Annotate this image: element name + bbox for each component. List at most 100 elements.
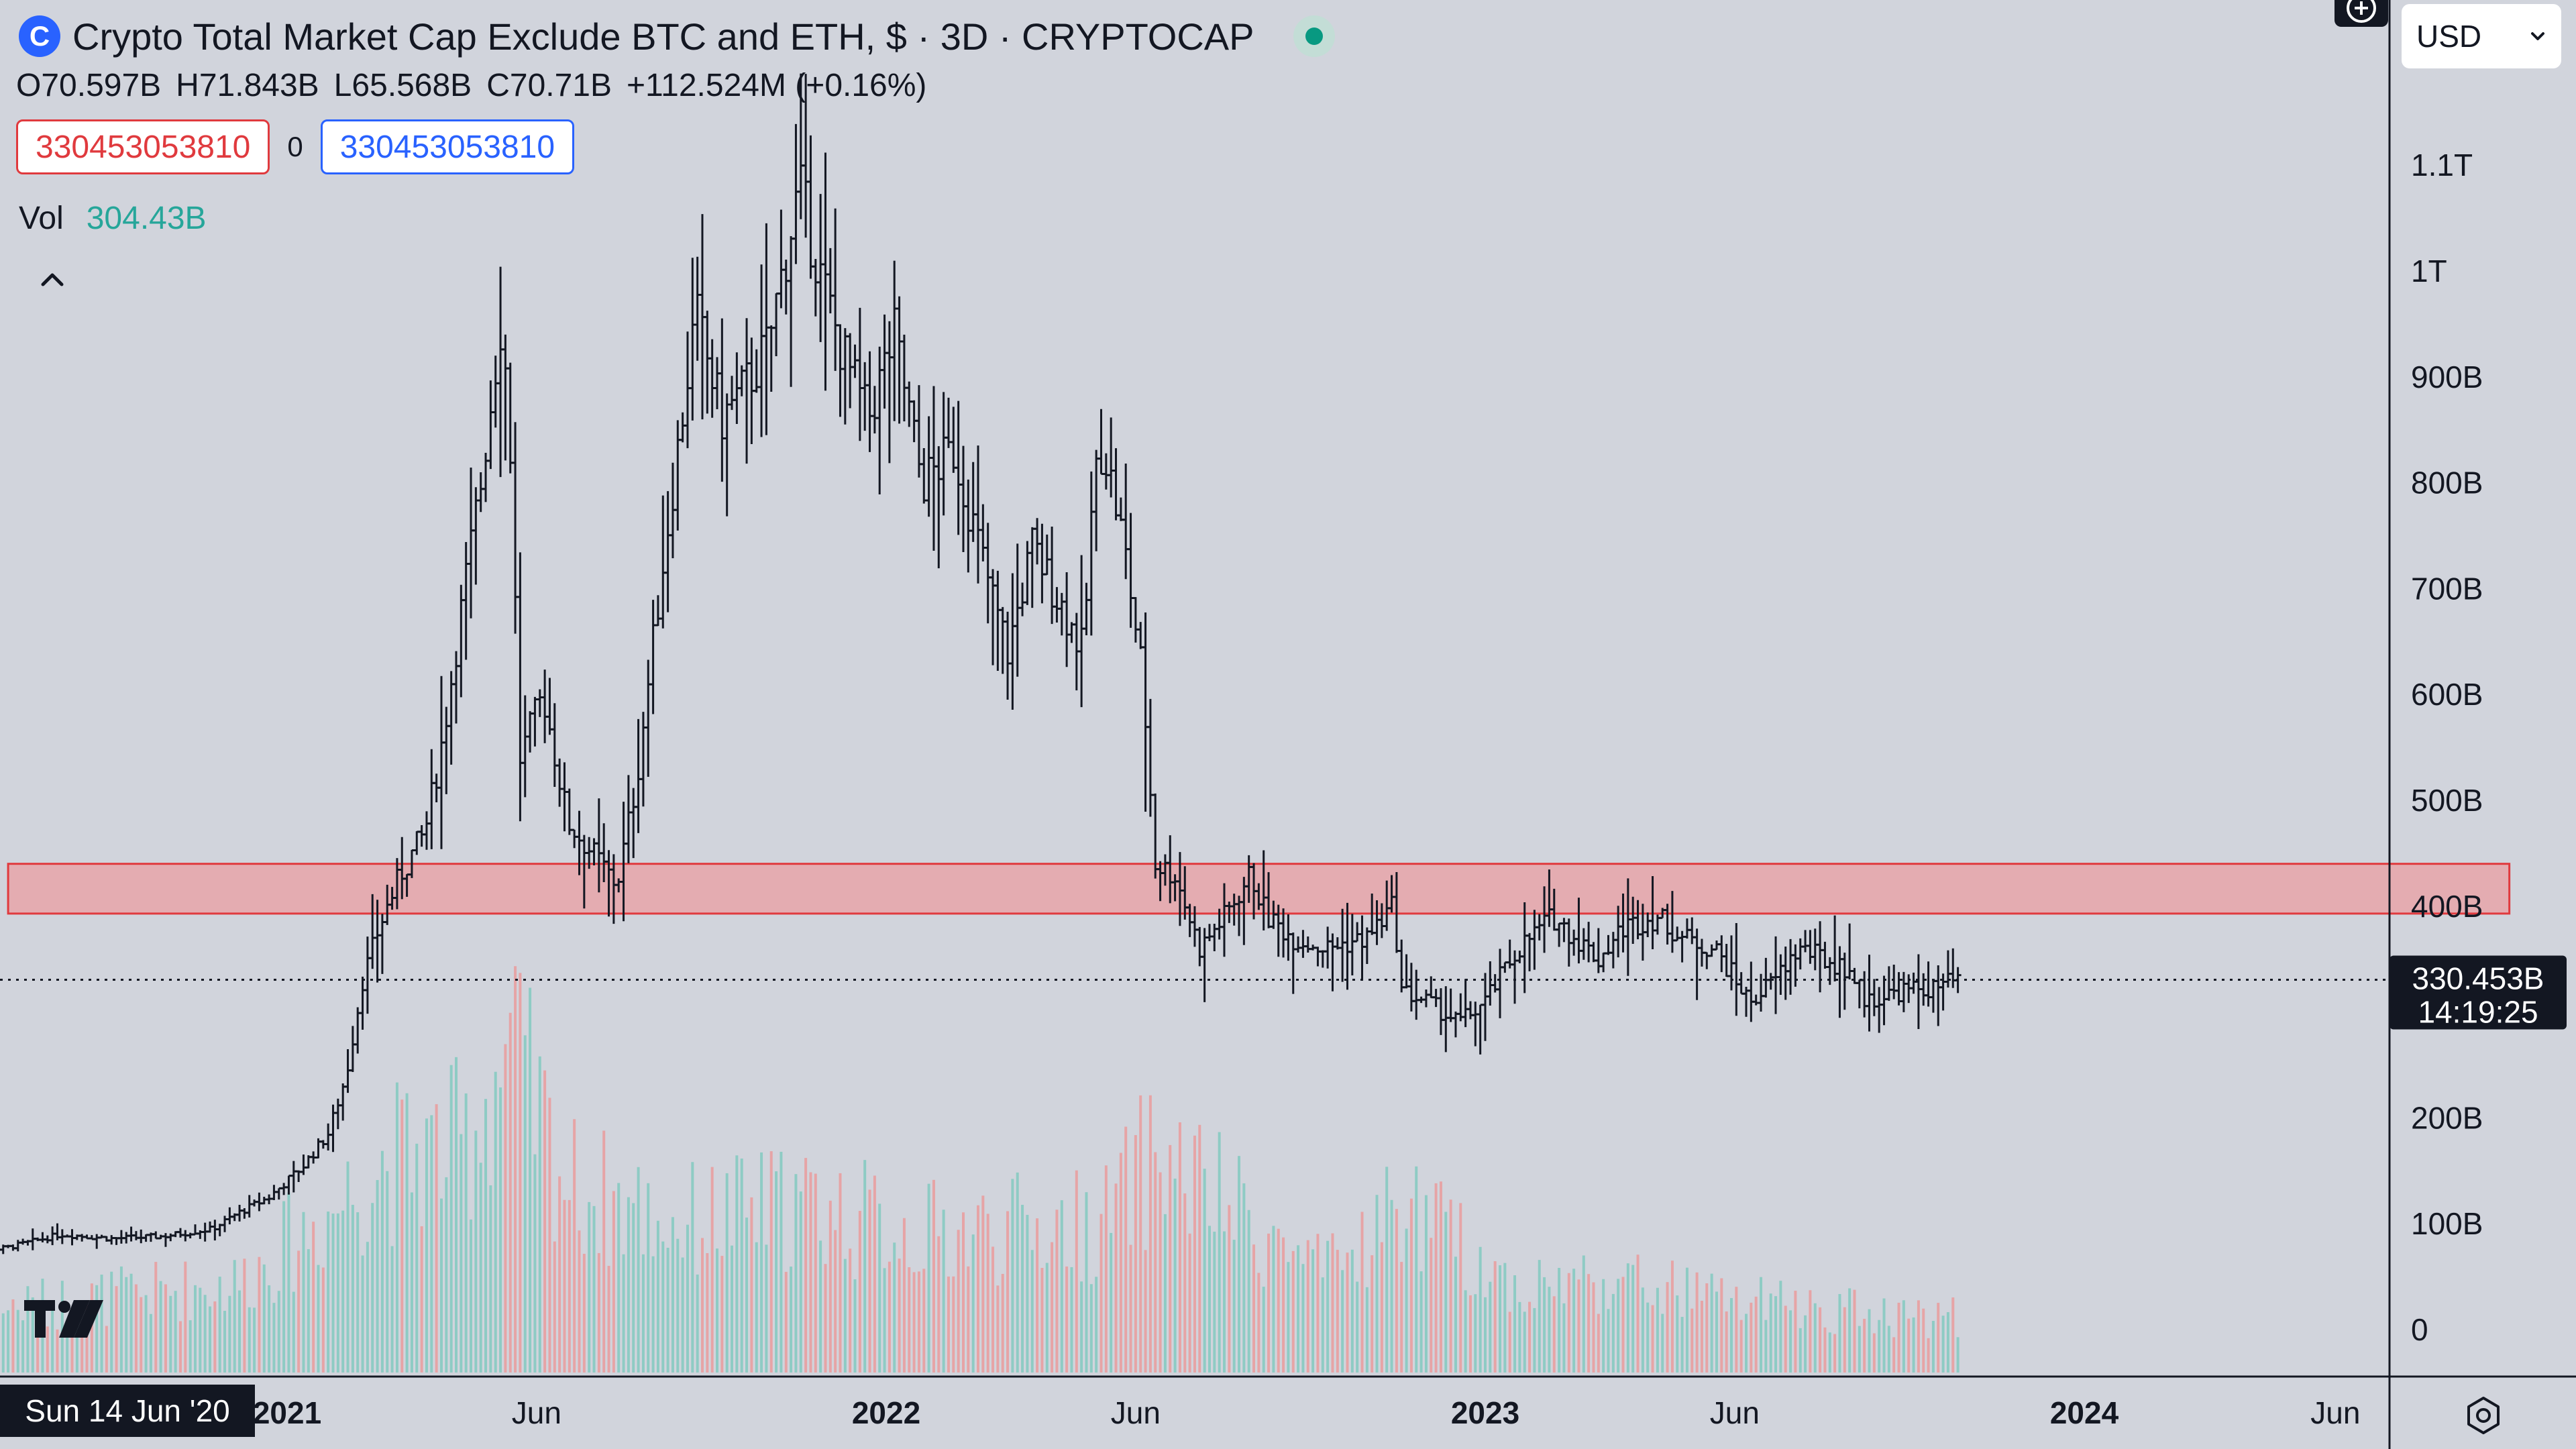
price-candle: [1466, 1001, 1474, 1020]
volume-value: 304.43B: [86, 201, 207, 236]
price-candle: [1009, 573, 1016, 710]
price-candle: [1487, 961, 1494, 1006]
price-candle: [1324, 926, 1332, 969]
volume-bar: [824, 1264, 827, 1373]
volume-bar: [1267, 1233, 1271, 1373]
price-candle: [758, 264, 765, 437]
price-candle: [743, 318, 751, 464]
volume-bar: [1843, 1307, 1846, 1373]
volume-bar: [1917, 1300, 1920, 1373]
price-candle: [1870, 979, 1878, 1016]
price-candle: [767, 325, 775, 392]
volume-legend[interactable]: Vol 304.43B: [19, 200, 207, 237]
volume-bar: [1882, 1298, 1886, 1373]
price-candle: [1038, 523, 1046, 604]
volume-bar: [1656, 1287, 1659, 1373]
volume-bar: [1499, 1265, 1502, 1373]
price-candle: [325, 1123, 332, 1151]
volume-bar: [1508, 1311, 1511, 1373]
volume-bar: [484, 1099, 488, 1373]
volume-bar: [1533, 1307, 1536, 1373]
volume-bar: [1912, 1317, 1915, 1373]
chevron-up-icon[interactable]: [38, 264, 67, 294]
volume-bar: [346, 1161, 350, 1373]
sell-price-field[interactable]: 330453053810: [16, 119, 270, 174]
volume-bar: [16, 1309, 19, 1373]
volume-bar: [110, 1271, 113, 1373]
volume-bar: [519, 973, 522, 1373]
volume-bar: [731, 1245, 734, 1373]
price-candle: [654, 595, 661, 627]
price-candle: [39, 1232, 46, 1242]
symbol-logo-icon[interactable]: C: [19, 15, 60, 57]
volume-bar: [1853, 1289, 1856, 1373]
price-axis-tick: 700B: [2411, 571, 2483, 606]
price-candle: [773, 292, 780, 357]
price-candle: [521, 695, 529, 798]
price-candle: [896, 296, 903, 424]
price-candle: [684, 331, 691, 449]
price-candle: [1280, 908, 1287, 958]
volume-bar: [470, 1219, 473, 1373]
price-candle: [1900, 971, 1907, 1012]
symbol-title[interactable]: Crypto Total Market Cap Exclude BTC and …: [72, 15, 1254, 58]
volume-bar: [1558, 1268, 1561, 1373]
price-candle: [1422, 989, 1430, 1008]
volume-bar: [563, 1199, 566, 1373]
gear-icon[interactable]: [2463, 1395, 2504, 1436]
volume-bar: [1769, 1293, 1772, 1373]
volume-bar: [538, 1056, 541, 1373]
buy-price-field[interactable]: 330453053810: [320, 119, 575, 174]
price-candle: [1910, 972, 1917, 994]
price-candle: [423, 811, 430, 850]
volume-bar: [1484, 1297, 1487, 1373]
volume-bar: [178, 1321, 182, 1373]
volume-bar: [804, 1158, 808, 1373]
volume-bar: [26, 1286, 30, 1373]
price-candle: [625, 775, 632, 863]
price-candle: [1093, 449, 1100, 551]
volume-bar: [508, 1012, 512, 1373]
volume-bar: [1636, 1254, 1640, 1373]
volume-bar: [21, 1320, 25, 1373]
price-candle: [246, 1195, 253, 1218]
price-candle: [1831, 915, 1839, 981]
volume-bar: [967, 1266, 970, 1373]
last-price-label: 330.453B: [2412, 961, 2544, 996]
volume-bar: [1316, 1234, 1320, 1373]
price-candle: [517, 552, 524, 822]
volume-bar: [937, 1236, 941, 1373]
volume-bar: [986, 1214, 989, 1373]
price-candle: [1462, 979, 1469, 1028]
price-candle: [1196, 926, 1203, 967]
volume-bar: [578, 1230, 581, 1373]
volume-bar: [1710, 1273, 1713, 1373]
price-candle: [1536, 914, 1543, 941]
volume-bar: [1262, 1287, 1265, 1373]
volume-bar: [405, 1093, 409, 1373]
volume-bar: [814, 1173, 817, 1373]
volume-bar: [361, 1255, 364, 1373]
volume-bar: [366, 1242, 369, 1373]
market-status-badge[interactable]: [1293, 15, 1335, 57]
volume-bar: [686, 1224, 689, 1373]
price-candle: [1777, 954, 1784, 995]
price-candle: [945, 397, 952, 448]
price-candle: [1723, 943, 1730, 977]
volume-bar: [169, 1295, 172, 1373]
volume-bar: [1385, 1167, 1389, 1373]
volume-bar: [1119, 1152, 1122, 1373]
price-candle: [1796, 938, 1804, 970]
volume-bar: [317, 1265, 320, 1373]
add-symbol-button[interactable]: [2334, 0, 2388, 27]
currency-select[interactable]: USD: [2402, 4, 2561, 68]
volume-bar: [681, 1257, 684, 1373]
volume-bar: [1607, 1309, 1610, 1373]
volume-bar: [253, 1307, 256, 1373]
volume-bar: [1794, 1291, 1797, 1373]
price-candle: [138, 1229, 145, 1244]
price-candle: [477, 472, 484, 513]
tradingview-logo-icon[interactable]: [20, 1295, 107, 1342]
volume-bar: [922, 1269, 926, 1373]
